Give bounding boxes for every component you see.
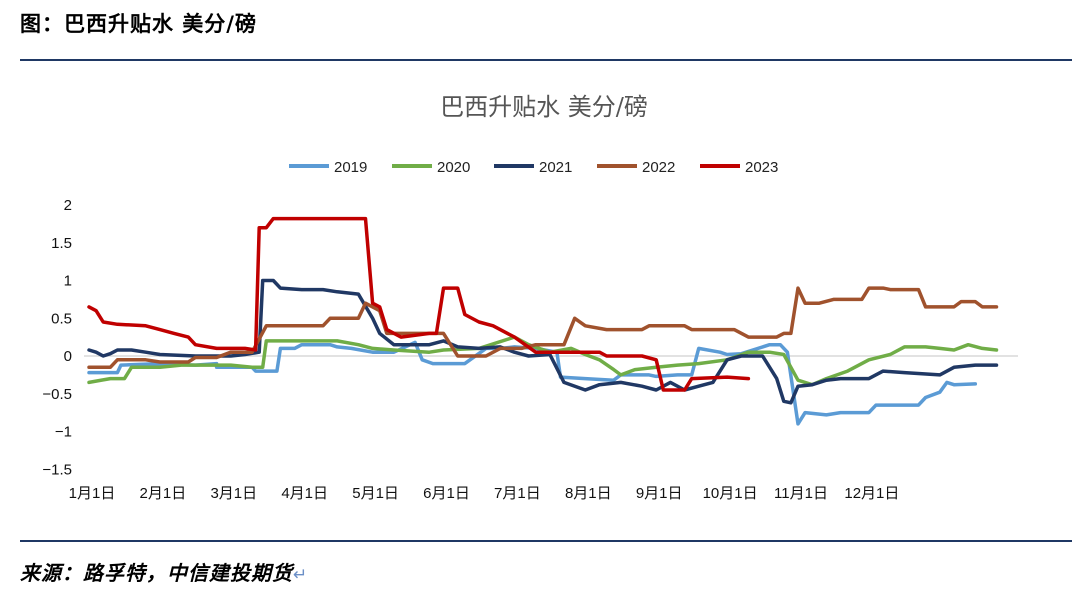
legend-label-2019: 2019	[334, 159, 367, 176]
y-tick-label: −1.5	[42, 461, 72, 478]
series-line-2020	[87, 335, 999, 387]
x-tick-label: 5月1日	[352, 485, 399, 502]
x-tick-label: 3月1日	[210, 485, 257, 502]
top-divider	[20, 59, 1072, 61]
chart-legend: 2019 2020 2021 2022 2023	[289, 159, 778, 176]
x-tick-label: 2月1日	[140, 485, 187, 502]
x-tick-label: 4月1日	[281, 485, 328, 502]
y-axis: −1.5 −1 −0.5 0 0.5 1 1.5 2	[42, 197, 72, 478]
x-tick-label: 1月1日	[69, 485, 116, 502]
series-line-2021	[87, 278, 999, 405]
x-tick-label: 12月1日	[844, 485, 899, 502]
chart-title: 巴西升贴水 美分/磅	[440, 93, 648, 121]
x-tick-label: 7月1日	[494, 485, 541, 502]
legend-label-2020: 2020	[437, 159, 470, 176]
return-icon: ↵	[293, 565, 309, 585]
y-tick-label: 0.5	[51, 310, 72, 327]
bottom-divider	[20, 540, 1072, 542]
y-tick-label: 1	[64, 273, 72, 290]
y-tick-label: −1	[55, 424, 72, 441]
source-note: 来源：路孚特，中信建投期货↵	[20, 557, 308, 586]
y-tick-label: 0	[64, 348, 72, 365]
series-line-2022	[87, 286, 999, 370]
legend-label-2023: 2023	[745, 159, 778, 176]
chart: 巴西升贴水 美分/磅 2019 2020 2021 2022 2023 −1.5 −1 −0…	[42, 93, 1018, 502]
legend-label-2022: 2022	[642, 159, 675, 176]
x-axis: 1月1日 2月1日 3月1日 4月1日 5月1日 6月1日 7月1日 8月1日 9月1日 10月1…	[69, 485, 900, 502]
x-tick-label: 8月1日	[565, 485, 612, 502]
legend-label-2021: 2021	[539, 159, 572, 176]
x-tick-label: 10月1日	[703, 485, 758, 502]
series-line-2023	[87, 216, 751, 392]
y-tick-label: −0.5	[42, 386, 72, 403]
figure-title: 图：巴西升贴水 美分/磅	[20, 12, 257, 36]
y-tick-label: 1.5	[51, 235, 72, 252]
x-tick-label: 11月1日	[774, 485, 828, 502]
series-lines	[87, 216, 999, 426]
source-text: 来源：路孚特，中信建投期货	[20, 561, 293, 585]
x-tick-label: 6月1日	[423, 485, 470, 502]
y-tick-label: 2	[64, 197, 72, 214]
x-tick-label: 9月1日	[636, 485, 683, 502]
